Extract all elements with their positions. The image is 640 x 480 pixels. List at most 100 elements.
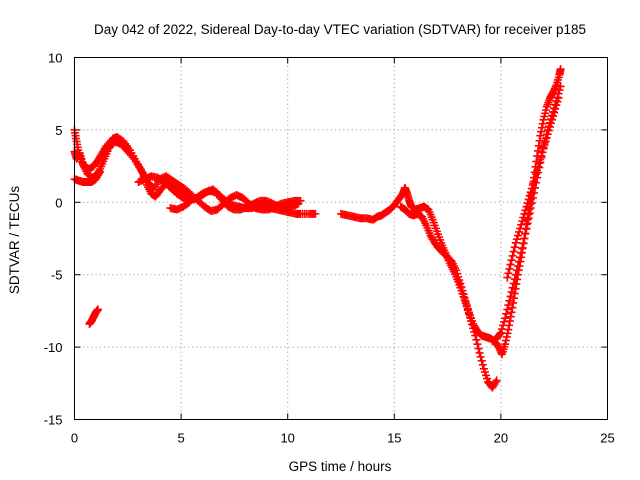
data-point [294, 199, 303, 208]
data-point [491, 378, 500, 387]
data-point [478, 360, 487, 369]
data-point [518, 244, 527, 253]
data-point [93, 305, 102, 314]
data-point [477, 356, 486, 365]
data-point [475, 348, 484, 357]
data-point [556, 82, 565, 91]
data-point [537, 151, 546, 160]
data-point [517, 248, 526, 257]
data-point [500, 317, 509, 326]
data-point [515, 257, 524, 266]
y-tick-label: 0 [55, 195, 62, 210]
data-point [521, 206, 530, 215]
data-point [505, 296, 514, 305]
data-point [495, 330, 504, 339]
series-p185-recovery-track [488, 82, 565, 346]
data-point [463, 304, 472, 313]
data-point [95, 169, 104, 178]
data-point [523, 199, 532, 208]
data-point [504, 269, 513, 278]
data-point [521, 229, 530, 238]
data-point [516, 224, 525, 233]
data-points [70, 65, 565, 392]
data-point [516, 253, 525, 262]
data-point [513, 231, 522, 240]
series-p185-afternoon-track-2 [396, 65, 565, 359]
data-point [504, 301, 513, 310]
data-point [532, 170, 541, 179]
data-point [520, 209, 529, 218]
x-tick-label: 20 [494, 431, 508, 446]
data-point [548, 115, 557, 124]
x-tick-label: 0 [71, 431, 78, 446]
data-point [519, 213, 528, 222]
data-point [456, 279, 465, 288]
y-tick-label: -15 [44, 413, 63, 428]
data-point [184, 199, 193, 208]
data-point [539, 144, 548, 153]
data-point [511, 238, 520, 247]
data-point [510, 275, 519, 284]
data-point [523, 219, 532, 228]
data-point [503, 273, 512, 282]
data-point [458, 286, 467, 295]
data-point [499, 321, 508, 330]
data-point [556, 65, 565, 74]
data-point [540, 141, 549, 150]
data-point [512, 266, 521, 275]
data-point [522, 202, 531, 211]
data-point [549, 112, 558, 121]
data-point [311, 209, 320, 218]
data-point [496, 328, 505, 337]
data-point [531, 173, 540, 182]
x-tick-labels: 0 5 10 15 20 25 [71, 431, 615, 446]
data-point [506, 260, 515, 269]
data-point [473, 340, 482, 349]
x-axis-label: GPS time / hours [289, 459, 392, 474]
y-axis-label: SDTVAR / TECUs [7, 186, 22, 295]
x-tick-label: 5 [177, 431, 184, 446]
y-tick-labels: -15 -10 -5 0 5 10 [44, 51, 63, 428]
data-point [497, 325, 506, 333]
data-point [509, 247, 518, 256]
data-point [507, 256, 516, 265]
data-point [554, 94, 563, 103]
data-point [462, 301, 471, 310]
data-point [533, 166, 542, 175]
data-point [457, 283, 466, 292]
data-point [520, 234, 529, 243]
data-point [476, 352, 485, 361]
data-point [96, 167, 105, 176]
data-point [525, 191, 534, 200]
data-point [524, 195, 533, 204]
data-point [541, 137, 550, 146]
data-point [502, 309, 511, 318]
data-point [552, 101, 561, 110]
data-point [474, 344, 483, 353]
y-tick-label: -10 [44, 340, 63, 355]
data-point [526, 188, 535, 197]
data-point [534, 162, 543, 171]
data-point [508, 283, 517, 292]
data-point [460, 293, 469, 302]
y-tick-label: 10 [48, 51, 62, 66]
data-point [542, 133, 551, 142]
data-point [472, 335, 481, 344]
data-point [506, 292, 515, 301]
data-point [547, 119, 556, 128]
data-point [503, 305, 512, 314]
data-point [528, 180, 537, 189]
data-point [529, 177, 538, 186]
data-point [526, 204, 535, 213]
data-point [512, 235, 521, 244]
data-point [545, 123, 554, 132]
data-point [535, 159, 544, 168]
y-tick-label: 5 [55, 123, 62, 138]
chart-title: Day 042 of 2022, Sidereal Day-to-day VTE… [94, 22, 586, 37]
x-tick-label: 25 [600, 431, 614, 446]
x-tick-label: 15 [387, 431, 401, 446]
data-point [185, 198, 194, 207]
x-tick-label: 10 [280, 431, 294, 446]
data-point [510, 243, 519, 252]
